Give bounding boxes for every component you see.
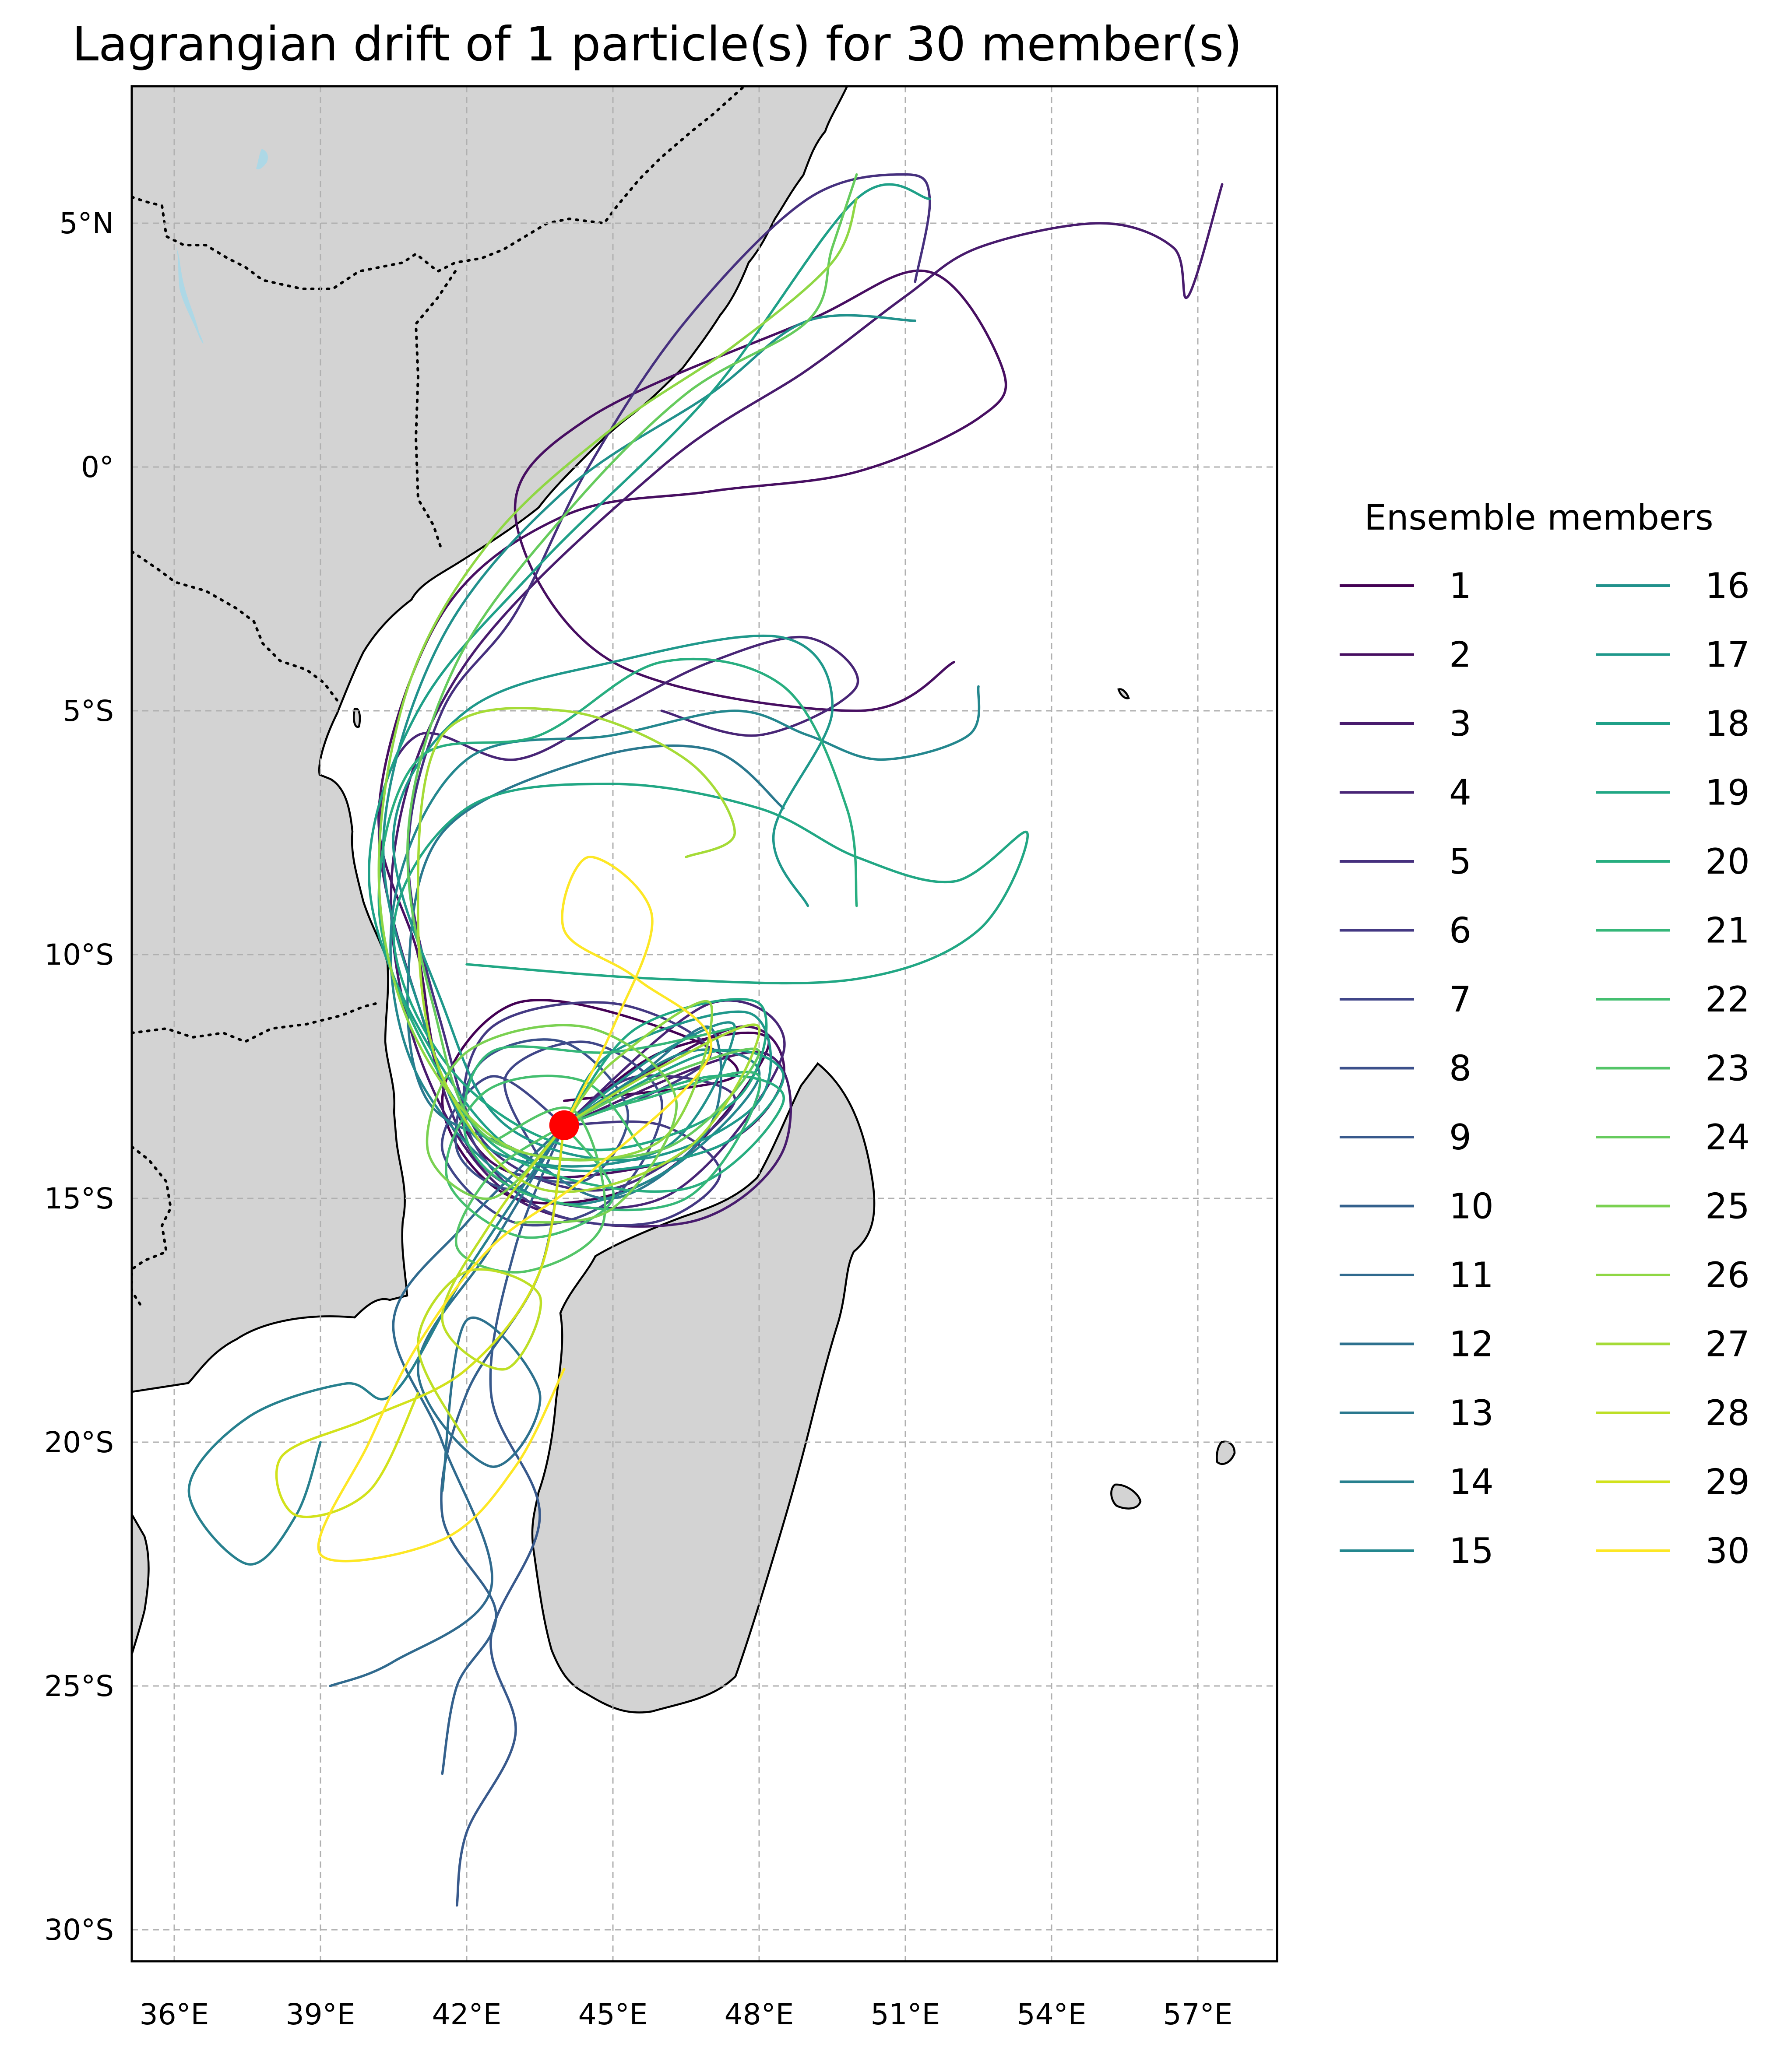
africa-landmass [132, 86, 848, 1393]
trajectory-member-14 [187, 1124, 566, 1566]
lon-tick-label: 42°E [432, 1998, 502, 2031]
trajectory-member-4 [377, 636, 859, 1210]
legend-label-23: 23 [1705, 1048, 1750, 1089]
legend-label-12: 12 [1449, 1324, 1494, 1365]
trajectory-member-20 [377, 657, 858, 1193]
legend-label-20: 20 [1705, 841, 1750, 882]
lake-small [256, 149, 268, 169]
legend-label-18: 18 [1705, 703, 1750, 744]
legend-label-29: 29 [1705, 1462, 1750, 1503]
lat-tick-label: 30°S [44, 1913, 114, 1947]
legend-label-2: 2 [1449, 635, 1471, 675]
legend-label-17: 17 [1705, 635, 1750, 675]
legend-label-3: 3 [1449, 703, 1471, 744]
trajectory-member-9 [455, 1124, 566, 1907]
mauritius-island [1216, 1440, 1236, 1465]
trajectory-member-11 [329, 1124, 566, 1687]
lat-tick-label: 15°S [44, 1182, 114, 1215]
trajectory-member-25 [426, 1024, 678, 1224]
lat-tick-label: 20°S [44, 1426, 114, 1459]
legend-label-19: 19 [1705, 773, 1750, 813]
legend-title: Ensemble members [1364, 497, 1713, 538]
lat-tick-label: 25°S [44, 1669, 114, 1703]
legend-label-21: 21 [1705, 910, 1750, 951]
trajectory-member-30 [317, 856, 713, 1563]
madagascar-landmass [531, 1062, 876, 1714]
legend-label-24: 24 [1705, 1117, 1750, 1158]
country-border-3 [132, 550, 338, 702]
legend-label-4: 4 [1449, 773, 1471, 813]
seychelles-island [1117, 688, 1130, 699]
chart-title: Lagrangian drift of 1 particle(s) for 30… [72, 17, 1242, 72]
lon-tick-label: 48°E [725, 1998, 794, 2031]
southern-africa-landmass [132, 1512, 150, 1655]
legend: Ensemble members 12345678910111213141516… [1340, 497, 1750, 1571]
comoros-island [353, 708, 361, 728]
lat-tick-labels: 5°N 0° 5°S 10°S 15°S 20°S 25°S 30°S [44, 207, 114, 1947]
trajectory-member-15 [389, 685, 981, 1206]
lat-tick-label: 5°N [60, 207, 114, 240]
reunion-island [1110, 1483, 1142, 1510]
legend-label-14: 14 [1449, 1462, 1494, 1503]
country-border-1 [132, 86, 746, 290]
lat-tick-label: 0° [81, 450, 114, 484]
country-border-4 [132, 1001, 382, 1043]
legend-label-1: 1 [1449, 565, 1471, 606]
legend-label-30: 30 [1705, 1531, 1750, 1571]
trajectory-member-24 [406, 173, 858, 1161]
legend-entries: 1234567891011121314151617181920212223242… [1340, 565, 1750, 1571]
lake-turkana [175, 245, 204, 344]
lon-tick-label: 51°E [871, 1998, 940, 2031]
trajectory-member-19 [392, 783, 1029, 1152]
legend-label-25: 25 [1705, 1186, 1750, 1227]
lon-tick-label: 36°E [140, 1998, 209, 2031]
legend-label-11: 11 [1449, 1255, 1494, 1296]
country-border-5 [132, 1145, 172, 1306]
trajectory-member-29 [275, 1124, 566, 1518]
legend-label-16: 16 [1705, 565, 1750, 606]
legend-label-22: 22 [1705, 979, 1750, 1020]
trajectory-member-21 [462, 1026, 761, 1212]
legend-label-27: 27 [1705, 1324, 1750, 1365]
legend-label-28: 28 [1705, 1393, 1750, 1433]
lon-tick-label: 39°E [286, 1998, 355, 2031]
legend-label-26: 26 [1705, 1255, 1750, 1296]
trajectory-member-28 [416, 1124, 566, 1443]
map-frame [130, 85, 1278, 1963]
lon-tick-label: 57°E [1163, 1998, 1233, 2031]
lon-tick-labels: 36°E 39°E 42°E 45°E 48°E 51°E 54°E 57°E [140, 1998, 1233, 2031]
legend-label-13: 13 [1449, 1393, 1494, 1433]
legend-label-9: 9 [1449, 1117, 1471, 1158]
lat-tick-label: 5°S [63, 694, 114, 728]
trajectory-member-26 [377, 197, 858, 1162]
trajectory-member-27 [416, 707, 761, 1193]
country-border-2 [414, 270, 457, 553]
legend-label-15: 15 [1449, 1531, 1494, 1571]
trajectory-member-18 [368, 183, 931, 1173]
trajectory-member-3 [390, 183, 1224, 1228]
trajectory-layer [187, 173, 1224, 1907]
release-point-marker [549, 1110, 579, 1140]
legend-label-6: 6 [1449, 910, 1471, 951]
legend-label-7: 7 [1449, 979, 1471, 1020]
map-area [132, 86, 1277, 1961]
graticule [132, 86, 1277, 1961]
lat-tick-label: 10°S [44, 938, 114, 972]
lon-tick-label: 54°E [1017, 1998, 1087, 2031]
legend-label-10: 10 [1449, 1186, 1494, 1227]
legend-label-8: 8 [1449, 1048, 1471, 1089]
legend-label-5: 5 [1449, 841, 1471, 882]
lon-tick-label: 45°E [578, 1998, 648, 2031]
